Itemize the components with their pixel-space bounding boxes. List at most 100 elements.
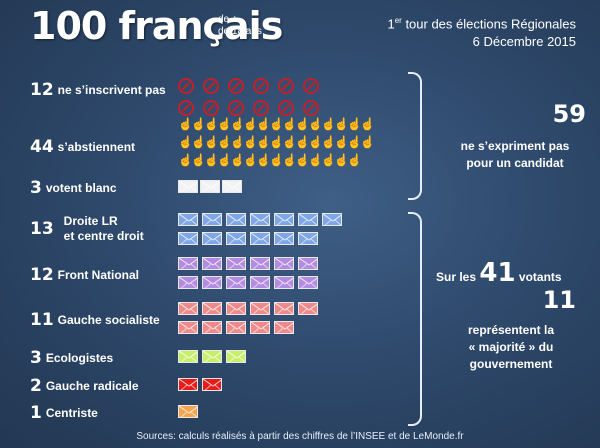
hand-icon: ☝ bbox=[295, 153, 310, 167]
non-expressed-line2: pour un candidat bbox=[466, 156, 564, 170]
prohibited-icon bbox=[303, 78, 319, 94]
row-socialist: 11 Gauche socialiste bbox=[30, 310, 160, 330]
prohibited-icon bbox=[178, 78, 194, 94]
brace-non-expressed bbox=[408, 72, 422, 200]
page-title: 100 français bbox=[30, 4, 283, 48]
hand-icon: ☝ bbox=[191, 117, 206, 131]
envelope-icon bbox=[274, 302, 294, 315]
hand-icon: ☝ bbox=[334, 153, 349, 167]
row-label: Gauche socialiste bbox=[57, 313, 160, 327]
row-ecologists: 3 Ecologistes bbox=[30, 348, 113, 368]
source-note: Sources: calculs réalisés à partir des c… bbox=[136, 431, 464, 442]
envelope-icon bbox=[178, 276, 198, 289]
hand-icon: ☝ bbox=[347, 117, 362, 131]
envelope-icon bbox=[178, 257, 198, 270]
envelope-icon bbox=[178, 350, 198, 363]
row-label: ne s’inscrivent pas bbox=[57, 83, 166, 97]
row-abstain: 44 s’abstiennent bbox=[30, 137, 135, 157]
envelope-icon bbox=[298, 302, 318, 315]
election-round-number: 1 bbox=[387, 16, 395, 32]
envelope-icon bbox=[202, 213, 222, 226]
envelope-icon bbox=[226, 276, 246, 289]
row-label: Ecologistes bbox=[45, 351, 114, 365]
envelope-icon bbox=[250, 257, 270, 270]
envelope-icon bbox=[274, 321, 294, 334]
hand-icon: ☝ bbox=[178, 153, 193, 167]
envelope-icon bbox=[178, 213, 198, 226]
hand-icon: ☝ bbox=[308, 153, 323, 167]
envelope-icon bbox=[250, 276, 270, 289]
majority-line1: représentent la bbox=[467, 323, 555, 337]
envelope-icon bbox=[202, 350, 222, 363]
hand-icon: ☝ bbox=[269, 117, 284, 131]
hand-icon: ☝ bbox=[308, 117, 323, 131]
hand-icon: ☝ bbox=[230, 117, 245, 131]
row-centrist: 1 Centriste bbox=[30, 403, 98, 423]
envelope-icon bbox=[226, 350, 246, 363]
envelope-icons bbox=[178, 213, 342, 245]
hand-icon: ☝ bbox=[256, 135, 271, 149]
majority-line3: gouvernement bbox=[469, 357, 553, 371]
row-label: Centriste bbox=[45, 406, 98, 420]
hand-icon: ☝ bbox=[360, 135, 375, 149]
hand-icon: ☝ bbox=[256, 153, 271, 167]
hand-icon: ☝ bbox=[295, 117, 310, 131]
envelope-icon bbox=[226, 302, 246, 315]
row-label: Front National bbox=[57, 268, 139, 282]
row-number: 3 bbox=[30, 348, 42, 368]
row-front-national: 12 Front National bbox=[30, 265, 139, 285]
election-title: 1er tour des élections Régionales bbox=[387, 12, 576, 33]
hand-icon: ☝ bbox=[217, 117, 232, 131]
title-qualifier-line2: de 18 ans bbox=[218, 26, 262, 37]
envelope-icon bbox=[202, 257, 222, 270]
envelope-icons bbox=[178, 302, 318, 334]
hand-icon: ☝ bbox=[347, 153, 362, 167]
hand-icon: ☝ bbox=[269, 153, 284, 167]
voters-number: 41 bbox=[479, 258, 516, 288]
non-expressed-line1: ne s’expriment pas bbox=[460, 139, 570, 153]
envelope-icon bbox=[222, 180, 242, 193]
envelope-icons bbox=[178, 378, 318, 391]
row-label: Droite LR et centre droit bbox=[64, 214, 144, 244]
voters-suffix: votants bbox=[518, 270, 562, 284]
row-number: 11 bbox=[30, 310, 54, 330]
hand-icon: ☝ bbox=[334, 135, 349, 149]
hand-icon: ☝ bbox=[360, 117, 375, 131]
hand-icon: ☝ bbox=[217, 153, 232, 167]
row-label-line1: Droite LR bbox=[63, 214, 118, 228]
non-expressed-summary: 59 bbox=[436, 100, 586, 128]
prohibited-icon bbox=[253, 78, 269, 94]
hand-icon: ☝ bbox=[204, 117, 219, 131]
hand-icon: ☝ bbox=[243, 117, 258, 131]
envelope-icon bbox=[202, 276, 222, 289]
hand-icon: ☝ bbox=[191, 135, 206, 149]
envelope-icon bbox=[274, 276, 294, 289]
hand-icon: ☝ bbox=[347, 135, 362, 149]
row-number: 44 bbox=[30, 137, 54, 157]
majority-number: 11 bbox=[542, 286, 576, 314]
row-radical-left: 2 Gauche radicale bbox=[30, 376, 139, 396]
envelope-icon bbox=[202, 378, 222, 391]
envelope-icon bbox=[178, 302, 198, 315]
row-number: 1 bbox=[30, 403, 42, 423]
prohibited-icons bbox=[178, 78, 319, 116]
election-round-sup: er bbox=[394, 16, 402, 25]
hand-icon: ☝ bbox=[178, 117, 193, 131]
hand-icon: ☝ bbox=[321, 117, 336, 131]
hand-icon: ☝ bbox=[256, 117, 271, 131]
row-right: 13 Droite LR et centre droit bbox=[30, 214, 144, 244]
hand-icon: ☝ bbox=[191, 153, 206, 167]
row-label: Gauche radicale bbox=[45, 379, 139, 393]
hand-icon: ☝ bbox=[282, 153, 297, 167]
hand-icon: ☝ bbox=[282, 135, 297, 149]
envelope-icon bbox=[298, 276, 318, 289]
voters-line: Sur les 41 votants bbox=[436, 258, 596, 288]
prohibited-icon bbox=[203, 78, 219, 94]
hand-icon: ☝ bbox=[204, 135, 219, 149]
envelope-icon bbox=[274, 257, 294, 270]
envelope-icon bbox=[274, 232, 294, 245]
row-not-registered: 12 ne s’inscrivent pas bbox=[30, 80, 166, 100]
envelope-icon bbox=[250, 213, 270, 226]
envelope-icon bbox=[250, 232, 270, 245]
envelope-icon bbox=[202, 302, 222, 315]
